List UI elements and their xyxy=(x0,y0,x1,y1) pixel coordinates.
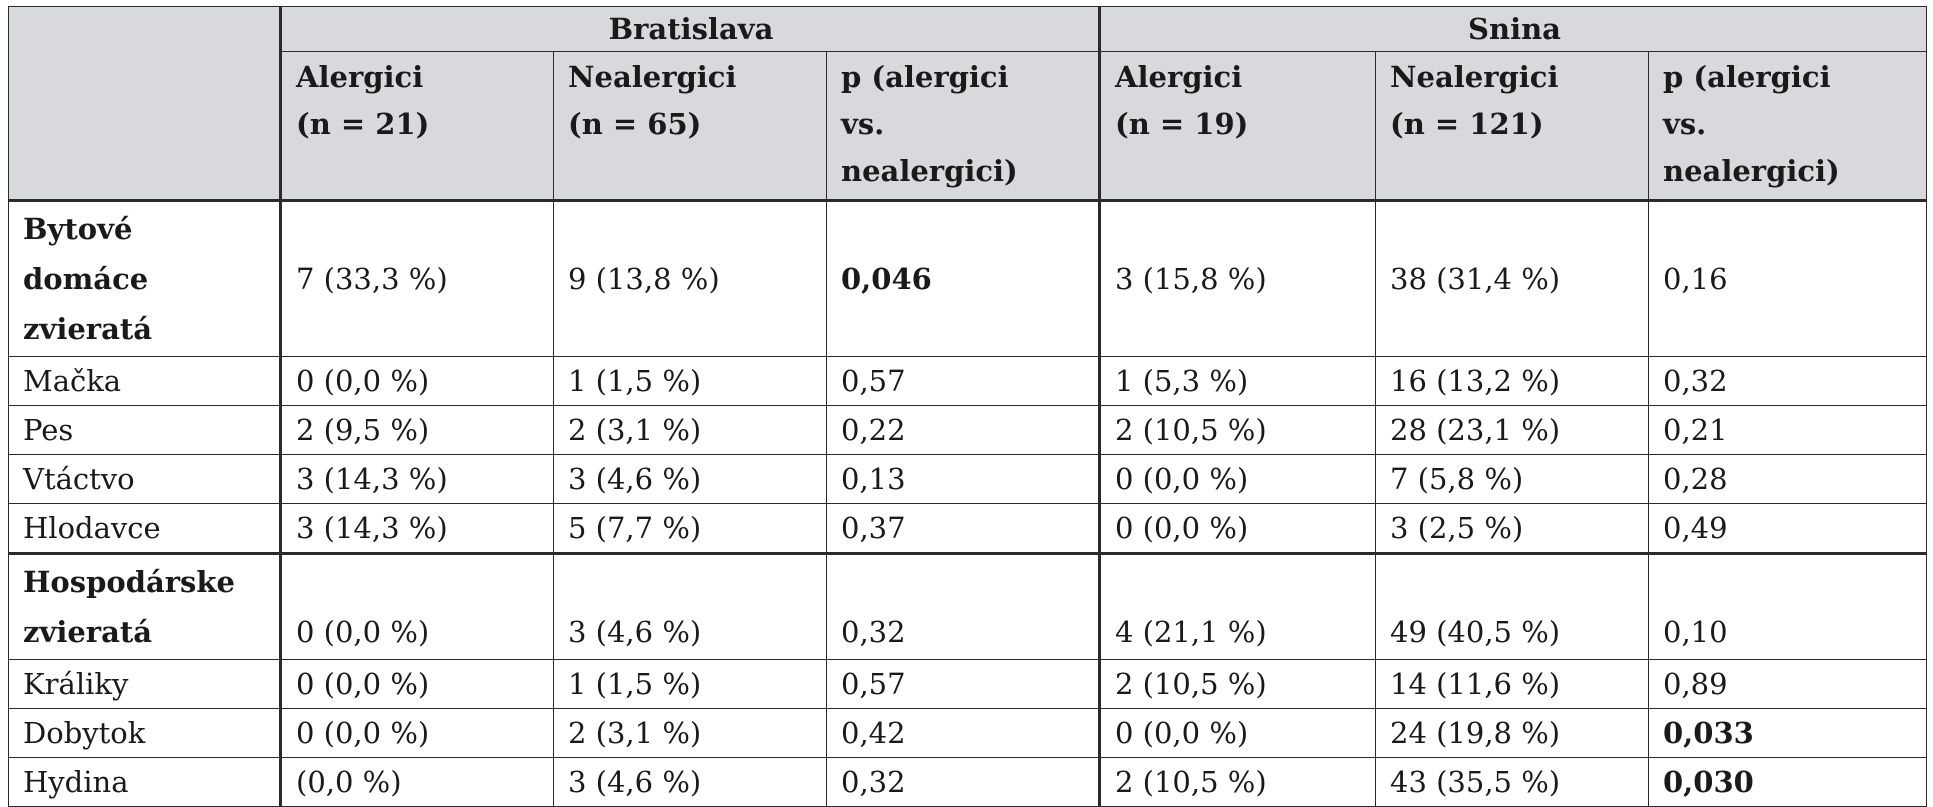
header-line: Alergici xyxy=(296,60,424,94)
table-cell: 5 (7,7 %) xyxy=(553,503,827,554)
table-row: Hlodavce 3 (14,3 %) 5 (7,7 %) 0,37 0 (0,… xyxy=(8,503,1928,554)
header-line: p (alergici xyxy=(841,60,1009,94)
table-cell: 7 (5,8 %) xyxy=(1375,454,1649,504)
table-cell: 0,32 xyxy=(826,552,1100,660)
row-label: Bytové domáce zvieratá xyxy=(8,199,281,357)
row-label: Dobytok xyxy=(8,708,281,758)
table-cell: 14 (11,6 %) xyxy=(1375,659,1649,709)
allergy-animal-table: Bratislava Snina Alergici (n = 21) Neale… xyxy=(8,6,1928,807)
table-cell: 2 (10,5 %) xyxy=(1098,405,1376,455)
table-cell: 0,16 xyxy=(1647,199,1928,357)
table-row: Mačka 0 (0,0 %) 1 (1,5 %) 0,57 1 (5,3 %)… xyxy=(8,356,1928,406)
table-row: Hospodárske zvieratá 0 (0,0 %) 3 (4,6 %)… xyxy=(8,552,1928,660)
header-line: (n = 21) xyxy=(296,107,430,141)
table-cell: 2 (10,5 %) xyxy=(1098,659,1376,709)
row-label: Mačka xyxy=(8,356,281,406)
table-cell: 1 (1,5 %) xyxy=(553,356,827,406)
table-cell: 0 (0,0 %) xyxy=(1098,708,1376,758)
row-label: Králiky xyxy=(8,659,281,709)
table-row: Pes 2 (9,5 %) 2 (3,1 %) 0,22 2 (10,5 %) … xyxy=(8,405,1928,455)
header-line: (n = 19) xyxy=(1115,107,1249,141)
table-cell: 1 (5,3 %) xyxy=(1098,356,1376,406)
table-cell: 0,21 xyxy=(1647,405,1928,455)
col-header-bratislava-p: p (alergici vs. nealergici) xyxy=(826,51,1100,201)
table-cell: 28 (23,1 %) xyxy=(1375,405,1649,455)
table-cell: 49 (40,5 %) xyxy=(1375,552,1649,660)
table-cell: 4 (21,1 %) xyxy=(1098,552,1376,660)
group-header-bratislava: Bratislava xyxy=(279,6,1100,52)
table-container: Bratislava Snina Alergici (n = 21) Neale… xyxy=(8,6,1928,807)
table-cell: 3 (4,6 %) xyxy=(553,757,827,807)
table-cell: 38 (31,4 %) xyxy=(1375,199,1649,357)
table-row: Hydina (0,0 %) 3 (4,6 %) 0,32 2 (10,5 %)… xyxy=(8,757,1928,807)
row-label: Pes xyxy=(8,405,281,455)
col-header-snina-p: p (alergici vs. nealergici) xyxy=(1647,51,1928,201)
table-cell: 43 (35,5 %) xyxy=(1375,757,1649,807)
table-cell: 2 (9,5 %) xyxy=(279,405,554,455)
row-label: Hlodavce xyxy=(8,503,281,554)
header-line: nealergici) xyxy=(841,154,1018,188)
table-cell: (0,0 %) xyxy=(279,757,554,807)
group-header-snina: Snina xyxy=(1097,6,1928,52)
table-cell: 0 (0,0 %) xyxy=(1098,454,1376,504)
header-line: nealergici) xyxy=(1663,154,1840,188)
table-cell: 0,32 xyxy=(1647,356,1928,406)
table-cell: 0,22 xyxy=(826,405,1100,455)
table-cell: 0,42 xyxy=(826,708,1100,758)
table-row: Vtáctvo 3 (14,3 %) 3 (4,6 %) 0,13 0 (0,0… xyxy=(8,454,1928,504)
table-cell: 0 (0,0 %) xyxy=(279,356,554,406)
table-cell: 0,89 xyxy=(1647,659,1928,709)
header-line: vs. xyxy=(1663,107,1707,141)
col-header-bratislava-nealergici: Nealergici (n = 65) xyxy=(553,51,827,201)
row-label: Hospodárske zvieratá xyxy=(8,552,281,660)
table-cell: 0 (0,0 %) xyxy=(1098,503,1376,554)
table-cell: 3 (15,8 %) xyxy=(1098,199,1376,357)
col-header-snina-nealergici: Nealergici (n = 121) xyxy=(1375,51,1649,201)
table-cell: 0 (0,0 %) xyxy=(279,708,554,758)
table-cell: 0,046 xyxy=(826,199,1100,357)
table-cell: 3 (4,6 %) xyxy=(553,552,827,660)
table-cell: 3 (2,5 %) xyxy=(1375,503,1649,554)
table-cell: 0,030 xyxy=(1647,757,1928,807)
col-header-snina-alergici: Alergici (n = 19) xyxy=(1098,51,1376,201)
table-cell: 1 (1,5 %) xyxy=(553,659,827,709)
table-cell: 3 (14,3 %) xyxy=(279,503,554,554)
header-line: Alergici xyxy=(1115,60,1243,94)
table-cell: 16 (13,2 %) xyxy=(1375,356,1649,406)
table-row: Králiky 0 (0,0 %) 1 (1,5 %) 0,57 2 (10,5… xyxy=(8,659,1928,709)
table-cell: 0 (0,0 %) xyxy=(279,659,554,709)
table-cell: 24 (19,8 %) xyxy=(1375,708,1649,758)
table-cell: 0,49 xyxy=(1647,503,1928,554)
header-line: vs. xyxy=(841,107,885,141)
col-header-bratislava-alergici: Alergici (n = 21) xyxy=(279,51,554,201)
table-cell: 0,37 xyxy=(826,503,1100,554)
table-cell: 3 (4,6 %) xyxy=(553,454,827,504)
row-label: Vtáctvo xyxy=(8,454,281,504)
table-cell: 0 (0,0 %) xyxy=(279,552,554,660)
table-row: Dobytok 0 (0,0 %) 2 (3,1 %) 0,42 0 (0,0 … xyxy=(8,708,1928,758)
header-line: Nealergici xyxy=(1390,60,1559,94)
table-cell: 0,57 xyxy=(826,659,1100,709)
table-cell: 0,033 xyxy=(1647,708,1928,758)
header-line: Nealergici xyxy=(568,60,737,94)
header-corner xyxy=(8,6,281,201)
table-cell: 0,10 xyxy=(1647,552,1928,660)
table-cell: 2 (3,1 %) xyxy=(553,708,827,758)
row-label: Hydina xyxy=(8,757,281,807)
table-cell: 0,13 xyxy=(826,454,1100,504)
header-line: (n = 65) xyxy=(568,107,702,141)
table-row: Bytové domáce zvieratá 7 (33,3 %) 9 (13,… xyxy=(8,199,1928,357)
header-line: (n = 121) xyxy=(1390,107,1544,141)
header-line: p (alergici xyxy=(1663,60,1831,94)
table-cell: 0,32 xyxy=(826,757,1100,807)
table-cell: 0,57 xyxy=(826,356,1100,406)
table-cell: 9 (13,8 %) xyxy=(553,199,827,357)
table-cell: 2 (10,5 %) xyxy=(1098,757,1376,807)
table-cell: 0,28 xyxy=(1647,454,1928,504)
table-cell: 2 (3,1 %) xyxy=(553,405,827,455)
table-cell: 3 (14,3 %) xyxy=(279,454,554,504)
table-cell: 7 (33,3 %) xyxy=(279,199,554,357)
